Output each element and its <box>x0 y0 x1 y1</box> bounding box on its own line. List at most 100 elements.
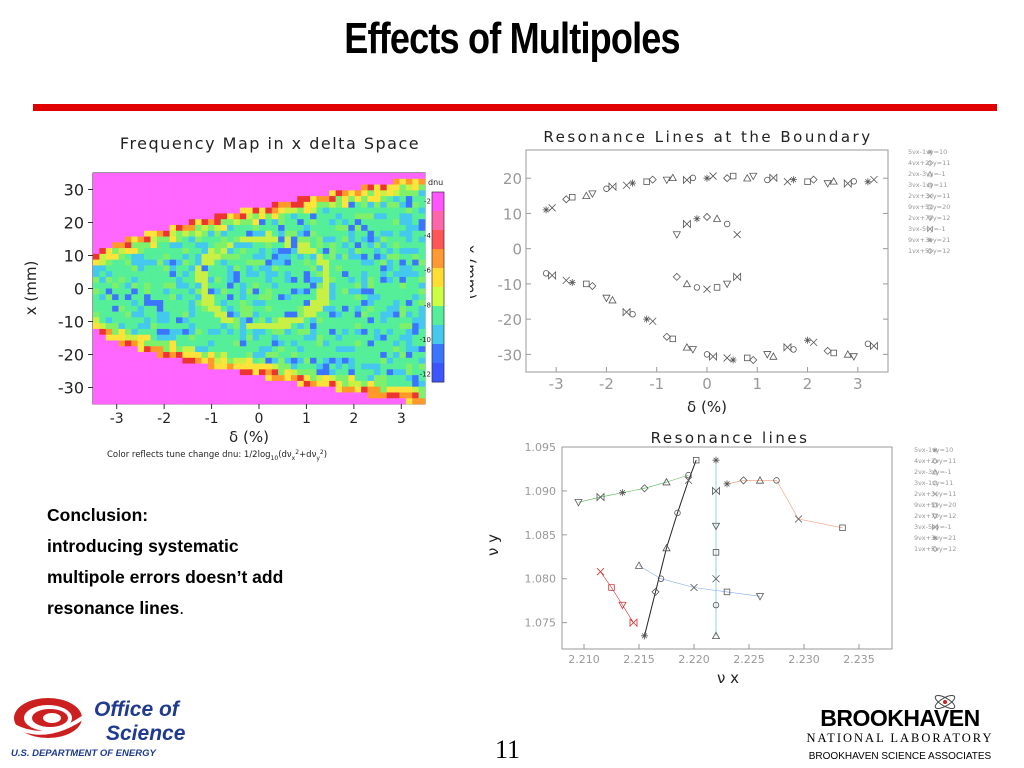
heatmap-cell <box>246 369 253 376</box>
heatmap-cell <box>386 178 394 185</box>
tune-point <box>640 484 649 493</box>
heatmap-cell <box>144 230 151 237</box>
boundary-legend-marker <box>926 170 934 177</box>
heatmap-cell <box>412 288 419 295</box>
heatmap-cell <box>303 369 311 376</box>
heatmap-cell <box>239 317 247 324</box>
heatmap-cell <box>99 236 107 243</box>
heatmap-cell <box>354 224 362 232</box>
heatmap-cell <box>393 398 400 405</box>
heatmap-cell <box>310 242 317 249</box>
heatmap-cell <box>227 398 234 405</box>
boundary-point <box>682 219 691 229</box>
heatmap-cell <box>393 219 400 226</box>
heatmap-cell <box>233 173 241 180</box>
heatmap-cell <box>137 230 145 237</box>
heatmap-cell <box>201 357 209 364</box>
heatmap-cell <box>99 190 107 197</box>
heatmap-cell <box>188 184 196 191</box>
heatmap-cell <box>329 230 336 237</box>
heatmap-cell <box>335 300 343 307</box>
heatmap-cell <box>93 357 100 364</box>
heatmap-cell <box>207 230 215 237</box>
heatmap-cell <box>386 380 394 387</box>
heatmap-cell <box>418 173 426 180</box>
heatmap-cell <box>342 207 349 214</box>
heatmap-cell <box>405 346 413 353</box>
heatmap-cell <box>163 259 170 266</box>
heatmap-cell <box>278 230 285 237</box>
heatmap-cell <box>290 224 298 232</box>
heatmap-cell <box>93 386 100 393</box>
boundary-point <box>723 354 731 362</box>
heatmap-cell <box>380 363 387 370</box>
heatmap-cell <box>348 236 356 243</box>
heatmap-cell <box>329 253 336 260</box>
heatmap-cell <box>156 305 164 312</box>
heatmap-cell <box>284 207 292 214</box>
heatmap-cell <box>118 184 126 191</box>
heatmap-cell <box>93 201 100 208</box>
heatmap-cell <box>233 230 241 237</box>
heatmap-cell <box>259 178 266 185</box>
heatmap-cell <box>150 236 158 243</box>
heatmap-cell <box>118 311 126 318</box>
heatmap-cell <box>405 392 413 399</box>
heatmap-cell <box>361 392 368 399</box>
heatmap-cell <box>188 276 196 284</box>
heatmap-cell <box>386 196 394 203</box>
heatmap-cell <box>239 190 247 197</box>
heatmap-cell <box>316 207 324 214</box>
heatmap-cell <box>105 340 113 347</box>
colorbar-segment <box>432 363 444 383</box>
heatmap-cell <box>233 265 241 272</box>
heatmap-cell <box>144 259 151 266</box>
heatmap-cell <box>150 357 158 364</box>
heatmap-cell <box>393 248 400 255</box>
heatmap-cell <box>290 340 298 347</box>
heatmap-cell <box>118 196 126 203</box>
heatmap-cell <box>348 207 356 214</box>
heatmap-cell <box>150 305 158 312</box>
tune-xtick-label: 2.210 <box>568 653 600 666</box>
heatmap-cell <box>195 363 202 370</box>
heatmap-cell <box>284 276 292 284</box>
heatmap-cell <box>195 271 202 278</box>
heatmap-cell <box>322 323 330 330</box>
heatmap-cell <box>252 369 260 376</box>
heatmap-cell <box>207 201 215 208</box>
heatmap-cell <box>246 392 253 399</box>
heatmap-cell <box>252 334 260 341</box>
heatmap-cell <box>418 386 426 393</box>
heatmap-cell <box>380 236 387 243</box>
heatmap-cell <box>99 386 107 393</box>
boundary-point <box>648 175 657 184</box>
heatmap-cell <box>259 357 266 364</box>
boundary-legend-marker <box>927 225 933 233</box>
heatmap-cell <box>405 253 413 260</box>
heatmap-cell <box>214 196 221 203</box>
heatmap-cell <box>246 236 253 243</box>
heatmap-cell <box>405 236 413 243</box>
heatmap-cell <box>227 259 234 266</box>
heatmap-cell <box>176 294 183 301</box>
heatmap-cell <box>176 271 183 278</box>
heatmap-cell <box>342 369 349 376</box>
heatmap-cell <box>380 357 387 364</box>
heatmap-cell <box>131 236 138 243</box>
heatmap-cell <box>418 242 426 249</box>
heatmap-cell <box>239 265 247 272</box>
heatmap-cell <box>169 190 177 197</box>
heatmap-cell <box>214 242 221 249</box>
heatmap-cell <box>137 253 145 260</box>
heatmap-cell <box>182 248 190 255</box>
heatmap-cell <box>265 311 273 318</box>
heatmap-cell <box>418 271 426 278</box>
heatmap-cell <box>182 184 190 191</box>
heatmap-cell <box>316 363 324 370</box>
heatmap-cell <box>227 190 234 197</box>
heatmap-cell <box>93 380 100 387</box>
heatmap-cell <box>169 230 177 237</box>
heatmap-cell <box>156 259 164 266</box>
boundary-point <box>804 336 812 344</box>
